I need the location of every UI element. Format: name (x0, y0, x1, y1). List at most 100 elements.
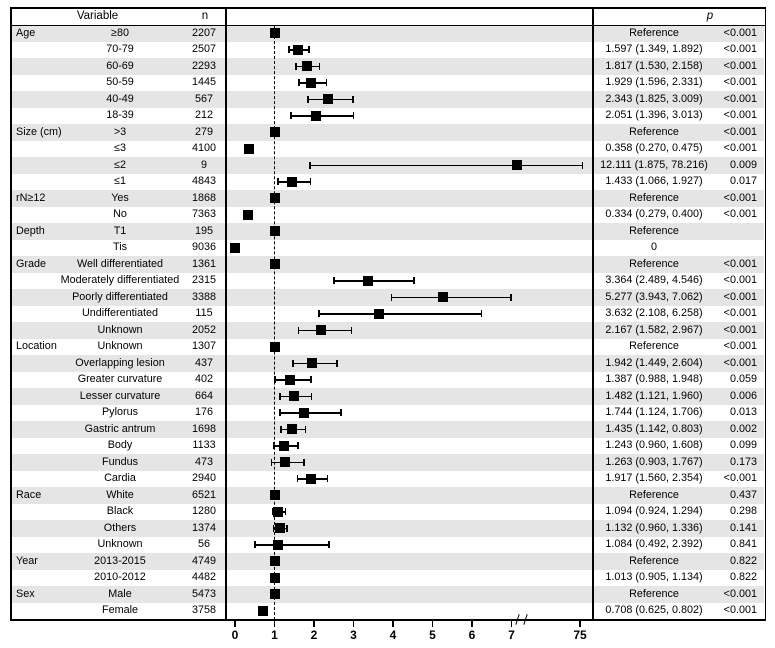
n-value: 402 (194, 373, 213, 386)
x-axis-tick-label: 75 (573, 628, 587, 642)
ci-lower-cap (297, 326, 299, 334)
variable-level-label: Poorly differentiated (72, 290, 168, 303)
variable-level-label: Overlapping lesion (75, 356, 165, 369)
n-value: 4749 (191, 554, 217, 567)
variable-level-label: Pylorus (101, 406, 138, 419)
confidence-interval-whisker (254, 544, 330, 546)
variable-group-label: Sex (16, 587, 35, 600)
estimate-value: 1.387 (0.988, 1.948) (605, 373, 703, 386)
ci-upper-cap (581, 161, 584, 169)
variable-group-label: Year (16, 554, 38, 567)
ci-lower-cap (279, 392, 281, 400)
n-value: 1307 (191, 340, 217, 353)
x-axis-tick-label: 6 (468, 628, 476, 642)
variable-level-label: 18-39 (106, 109, 134, 122)
point-estimate-marker (305, 473, 316, 484)
n-value: 2315 (191, 274, 217, 287)
variable-level-label: Undifferentiated (81, 307, 159, 320)
ci-upper-cap (308, 46, 310, 54)
p-value: <0.001 (723, 59, 757, 72)
point-estimate-marker (293, 44, 304, 55)
ci-lower-cap (390, 293, 393, 301)
n-value: 4843 (191, 175, 217, 188)
x-axis-tick (234, 620, 236, 627)
figure-bottom-border-axis-line (10, 619, 766, 621)
n-value: 4100 (191, 142, 217, 155)
x-axis-tick (313, 620, 315, 627)
confidence-interval-whisker (279, 412, 342, 414)
x-axis-tick (392, 620, 394, 627)
point-estimate-marker (270, 572, 280, 583)
n-value: 115 (195, 307, 213, 320)
estimate-value: Reference (629, 224, 679, 237)
estimate-value: 1.084 (0.492, 2.392) (605, 538, 703, 551)
estimate-value: 1.013 (0.905, 1.134) (605, 571, 703, 584)
ci-lower-cap (296, 475, 299, 483)
row-stripe (11, 124, 764, 141)
x-axis-tick (579, 620, 581, 627)
x-axis-tick (510, 620, 513, 627)
point-estimate-marker (274, 523, 285, 534)
row-stripe (11, 190, 764, 207)
x-axis-tick (352, 620, 355, 627)
p-value: <0.001 (723, 92, 757, 105)
x-axis-tick-label: 2 (310, 628, 318, 642)
p-value: 0.006 (729, 389, 757, 402)
p-value: <0.001 (723, 208, 757, 221)
estimate-value: 3.632 (2.108, 6.258) (605, 307, 703, 320)
point-estimate-marker (272, 539, 283, 550)
p-value: 0.059 (729, 373, 757, 386)
variable-level-label: ≤2 (114, 158, 126, 171)
p-value: 0.017 (729, 175, 757, 188)
row-stripe (11, 91, 764, 108)
estimate-value: 1.929 (1.596, 2.331) (605, 76, 703, 89)
point-estimate-marker (298, 407, 309, 418)
figure-top-border (10, 7, 766, 9)
x-axis-tick (273, 620, 276, 627)
variable-level-label: 40-49 (106, 92, 134, 105)
estimate-value: 1.597 (1.349, 1.892) (605, 43, 703, 56)
x-axis-tick (471, 620, 473, 627)
ci-lower-cap (307, 95, 309, 103)
figure-left-border (10, 7, 12, 620)
p-value: 0.437 (729, 488, 757, 501)
variable-level-label: ≤3 (114, 142, 126, 155)
row-stripe (11, 520, 764, 537)
point-estimate-marker (511, 160, 522, 171)
confidence-interval-whisker (290, 115, 354, 117)
point-estimate-marker (362, 275, 373, 286)
p-value: 0.099 (729, 439, 757, 452)
variable-group-label: Race (16, 488, 42, 501)
ci-lower-cap (272, 524, 275, 532)
estimate-value: 1.263 (0.903, 1.767) (605, 455, 703, 468)
column-header-n: n (201, 10, 209, 22)
ci-lower-cap (270, 458, 273, 466)
point-estimate-marker (269, 226, 280, 237)
p-value: 0.173 (729, 455, 757, 468)
x-axis-tick-label: 3 (350, 628, 357, 642)
ci-upper-cap (325, 79, 328, 87)
variable-level-label: White (106, 488, 134, 501)
estimate-value: 12.111 (1.875, 78.216) (600, 158, 708, 171)
estimate-value: 0 (650, 241, 657, 254)
point-estimate-marker (279, 440, 290, 451)
ci-lower-cap (295, 62, 297, 70)
ci-lower-cap (318, 310, 320, 318)
variable-level-label: 50-59 (106, 76, 134, 89)
column-header-p: p (706, 10, 714, 22)
variable-level-label: 60-69 (106, 59, 134, 72)
ci-lower-cap (333, 277, 335, 285)
variable-level-label: Well differentiated (76, 257, 164, 270)
divider-left-panel (225, 7, 227, 620)
point-estimate-marker (288, 391, 299, 402)
p-value: <0.001 (723, 142, 757, 155)
variable-level-label: Lesser curvature (79, 389, 161, 402)
n-value: 9036 (191, 241, 217, 254)
estimate-value: Reference (629, 257, 679, 270)
point-estimate-marker (315, 325, 326, 336)
row-stripe (11, 289, 764, 306)
point-estimate-marker (269, 341, 280, 352)
point-estimate-marker (244, 143, 255, 154)
p-value: <0.001 (723, 587, 757, 600)
